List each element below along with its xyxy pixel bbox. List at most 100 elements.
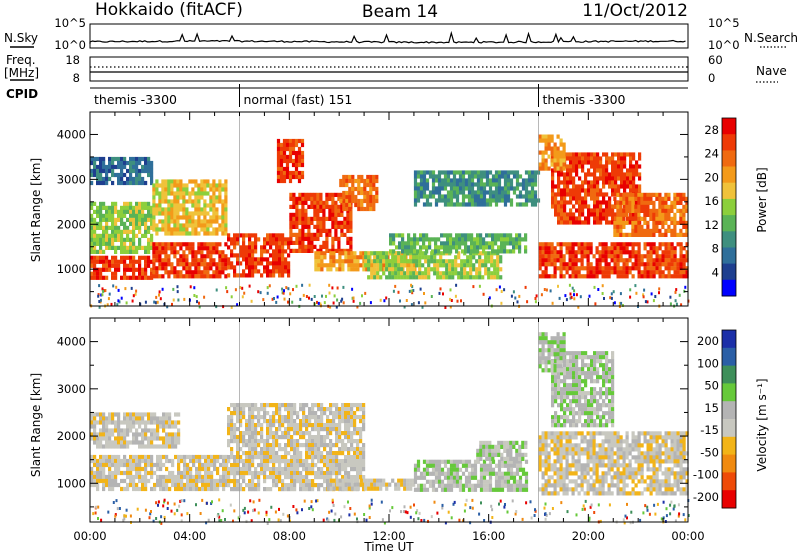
echo-region <box>90 412 180 448</box>
echo-region <box>289 193 352 253</box>
echo-region <box>539 431 689 495</box>
colorbar-swatch <box>722 199 736 216</box>
colorbar-swatch <box>722 330 736 348</box>
nave-tick-low: 0 <box>708 71 715 85</box>
echo-region <box>90 157 153 185</box>
time-axis-label: Time UT <box>363 540 414 554</box>
velocity-colorbar-label: Velocity [m s⁻¹] <box>755 378 769 471</box>
echo-region <box>90 455 228 491</box>
colorbar-swatch <box>722 419 736 437</box>
power-ylabel: Slant Range [km] <box>29 158 43 262</box>
x-tick-label: 20:00 <box>572 529 605 543</box>
echo-region <box>539 242 689 278</box>
nsky-label: N.Sky <box>4 31 38 45</box>
echo-region <box>539 332 566 372</box>
colorbar-tick-label: -50 <box>700 445 719 459</box>
colorbar-swatch <box>722 280 736 297</box>
colorbar-swatch <box>722 118 736 135</box>
colorbar-swatch <box>722 383 736 401</box>
colorbar-tick-label: 200 <box>697 334 719 348</box>
beam-title: Beam 14 <box>362 2 438 22</box>
echo-region <box>152 179 227 235</box>
colorbar-swatch <box>722 264 736 281</box>
x-tick-label: 04:00 <box>173 529 206 543</box>
freq-label-2: [MHz] <box>4 66 39 80</box>
colorbar-swatch <box>722 490 736 508</box>
colorbar-swatch <box>722 348 736 366</box>
echo-region <box>152 242 227 278</box>
colorbar-swatch <box>722 455 736 473</box>
echo-region <box>90 202 153 254</box>
echo-region <box>476 441 527 461</box>
freq-frame <box>90 57 688 81</box>
echo-region <box>414 170 540 206</box>
colorbar-tick-label: 28 <box>704 123 719 137</box>
nsky-trace <box>90 33 686 44</box>
nsearch-label: N.Search <box>744 31 798 45</box>
y-tick-label: 3000 <box>57 172 86 186</box>
nsky-line <box>90 33 686 44</box>
y-tick-label: 1000 <box>57 262 86 276</box>
x-tick-label: 00:00 <box>671 529 704 543</box>
colorbar-tick-label: 15 <box>704 401 719 415</box>
power-plot-area <box>90 135 689 310</box>
x-tick-label: 08:00 <box>273 529 306 543</box>
x-tick-label: 16:00 <box>472 529 505 543</box>
scatter-noise <box>92 498 690 525</box>
nsky-tick-high: 10^5 <box>54 16 86 30</box>
colorbar-swatch <box>722 248 736 265</box>
colorbar-tick-label: 20 <box>704 170 719 184</box>
freq-label-1: Freq. <box>6 53 36 67</box>
colorbar-swatch <box>722 401 736 419</box>
y-tick-label: 3000 <box>57 382 86 396</box>
colorbar-swatch <box>722 134 736 151</box>
colorbar-tick-label: 100 <box>697 356 719 370</box>
colorbar-tick-label: 4 <box>712 265 719 279</box>
colorbar-tick-label: 8 <box>712 242 719 256</box>
nsearch-tick-high: 10^5 <box>708 16 740 30</box>
cpid-segment-label: themis -3300 <box>543 92 626 107</box>
x-tick-label: 00:00 <box>73 529 106 543</box>
y-tick-label: 4000 <box>57 127 86 141</box>
nsearch-tick-low: 10^0 <box>708 38 740 52</box>
freq-tick-high: 18 <box>65 53 80 67</box>
colorbar-swatch <box>722 167 736 184</box>
velocity-plot-area <box>90 332 690 525</box>
power-colorbar: 4 8 12 16 20 24 28 <box>704 118 736 297</box>
freq-tick-low: 8 <box>73 71 80 85</box>
y-tick-label: 1000 <box>57 476 86 490</box>
colorbar-swatch <box>722 215 736 232</box>
colorbar-tick-label: -15 <box>700 423 719 437</box>
colorbar-swatch <box>722 150 736 167</box>
date-title: 11/Oct/2012 <box>582 1 688 21</box>
colorbar-swatch <box>722 472 736 490</box>
freq-panel: Freq. [MHz] 18 8 60 0 Nave <box>4 53 787 85</box>
colorbar-swatch <box>722 231 736 248</box>
echo-region <box>90 256 153 280</box>
nsky-frame <box>90 24 688 48</box>
colorbar-tick-label: 12 <box>704 218 719 232</box>
colorbar-tick-label: 24 <box>704 147 719 161</box>
power-colorbar-label: Power [dB] <box>755 167 769 232</box>
nave-label: Nave <box>756 64 787 78</box>
velocity-ylabel: Slant Range [km] <box>29 373 43 477</box>
cpid-label: CPID <box>6 87 38 101</box>
station-title: Hokkaido (fitACF) <box>95 0 243 20</box>
colorbar-swatch <box>722 183 736 200</box>
cpid-segment-label: normal (fast) 151 <box>244 92 353 107</box>
colorbar-tick-label: 16 <box>704 194 719 208</box>
echo-region <box>364 479 415 491</box>
echo-region <box>613 193 688 237</box>
colorbar-swatch <box>722 366 736 384</box>
colorbar-swatch <box>722 437 736 455</box>
echo-region <box>227 233 290 277</box>
echo-region <box>227 403 365 491</box>
echo-region <box>414 460 528 492</box>
y-tick-label: 2000 <box>57 429 86 443</box>
